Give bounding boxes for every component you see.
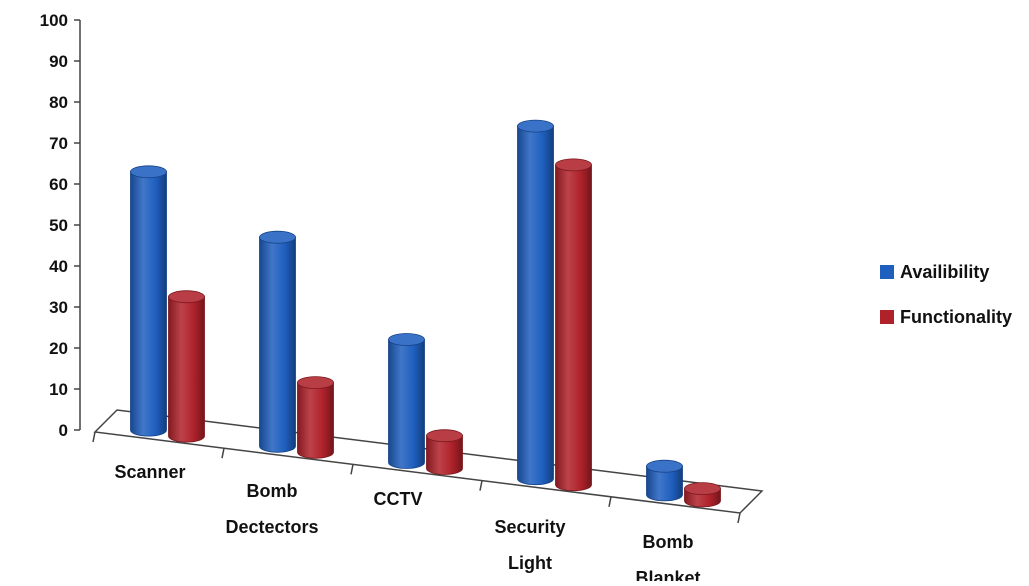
bar-top (517, 119, 554, 133)
y-tick-label: 30 (49, 298, 68, 317)
bar-body (388, 339, 425, 469)
y-tick-label: 10 (49, 380, 68, 399)
x-category-label: CCTV (374, 489, 423, 509)
bar-availibility-0 (130, 165, 167, 437)
chart-floor (93, 409, 764, 514)
x-tick-mark (221, 448, 225, 459)
x-category-label: Scanner (114, 462, 185, 482)
x-tick-mark (92, 431, 96, 443)
bar-body (130, 171, 167, 437)
x-category-label: Bomb Dectectors (225, 481, 318, 537)
bar-top (297, 376, 334, 390)
bars (130, 119, 721, 508)
x-tick-mark (350, 464, 354, 475)
bar-body (555, 164, 592, 492)
y-tick-label: 60 (49, 175, 68, 194)
x-tick-mark (737, 512, 741, 524)
legend: Availibility Functionality (880, 262, 1012, 327)
bar-body (517, 125, 554, 486)
bar-functionality-3 (555, 158, 592, 492)
bar-functionality-0 (168, 290, 205, 443)
x-category-label: Bomb Blanket (635, 532, 700, 581)
legend-label-functionality: Functionality (900, 307, 1012, 327)
bar-top (426, 429, 463, 443)
x-category-label: Security Light (494, 517, 565, 573)
bar-functionality-4 (684, 482, 721, 508)
y-tick-label: 80 (49, 93, 68, 112)
y-tick-label: 40 (49, 257, 68, 276)
bar-top (259, 230, 296, 244)
bar-top (555, 158, 592, 172)
y-axis-ticks: 0 10 20 30 40 50 60 70 80 90 100 (40, 11, 80, 440)
bar-top (388, 333, 425, 346)
bar-body (297, 382, 334, 459)
bar-top (130, 165, 167, 179)
y-tick-label: 0 (59, 421, 68, 440)
y-tick-label: 90 (49, 52, 68, 71)
bar-availibility-2 (388, 333, 425, 469)
x-tick-mark (608, 496, 612, 507)
legend-swatch-functionality (880, 310, 894, 324)
bar-body (168, 296, 205, 443)
bar-body (426, 435, 463, 475)
bar-top (684, 482, 721, 496)
bar-availibility-4 (646, 459, 683, 502)
bar-functionality-2 (426, 429, 463, 475)
bar-top (168, 290, 205, 304)
y-tick-label: 20 (49, 339, 68, 358)
y-tick-label: 70 (49, 134, 68, 153)
bar-functionality-1 (297, 376, 334, 459)
bar-body (646, 465, 683, 502)
bar-availibility-1 (259, 230, 296, 453)
legend-label-availibility: Availibility (900, 262, 989, 282)
legend-swatch-availibility (880, 265, 894, 279)
y-tick-label: 50 (49, 216, 68, 235)
bar-availibility-3 (517, 119, 554, 486)
x-tick-mark (479, 480, 483, 491)
bar-top (646, 459, 683, 473)
bar-body (259, 236, 296, 453)
category-labels: Scanner Bomb Dectectors CCTV Security Light Bo… (114, 462, 700, 586)
y-tick-label: 100 (40, 11, 68, 30)
